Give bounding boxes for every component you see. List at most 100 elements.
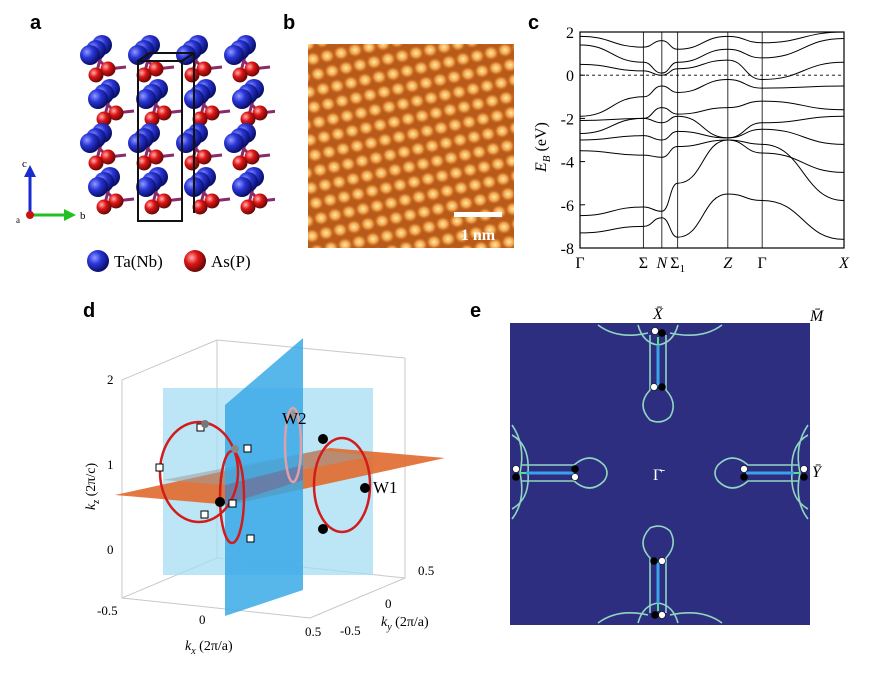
panel-label-a: a	[30, 12, 42, 34]
stm-spot	[479, 78, 495, 94]
y-tick-label: -8	[561, 241, 574, 258]
label-xbar: X̄	[652, 306, 664, 323]
stm-spot	[311, 114, 327, 130]
stm-spot	[381, 99, 397, 115]
surface-weyl-points	[512, 327, 808, 619]
stm-spot	[458, 195, 474, 211]
stm-spot	[486, 189, 502, 205]
plot-frame	[579, 31, 845, 249]
stm-spot	[408, 45, 424, 61]
ky-axis-label: ky (2π/a)	[381, 615, 429, 633]
stm-spot	[432, 72, 448, 88]
stm-spot	[437, 87, 453, 103]
stm-spot	[500, 186, 514, 202]
as-atom	[156, 193, 172, 209]
stm-spot	[416, 204, 432, 220]
stm-spot	[494, 123, 510, 139]
stm-spot	[410, 141, 426, 157]
stm-spot	[352, 57, 368, 73]
band-line	[579, 193, 845, 240]
stm-image: 1 nm	[308, 44, 514, 248]
stm-spot	[343, 75, 359, 91]
weyl-node	[201, 420, 209, 428]
stm-spot	[471, 144, 487, 160]
stm-spot	[434, 168, 450, 184]
weyl-node	[318, 524, 328, 534]
stm-spot	[322, 192, 338, 208]
stm-spot	[510, 217, 514, 231]
weyl-3d-plot: W2 W1 2 1 0 kz (2π/c) -0.5 0 0.5 kx (2π/…	[84, 338, 445, 657]
stm-spot	[389, 44, 405, 49]
legend-label-as: As(P)	[211, 252, 251, 271]
as-atom	[144, 111, 160, 127]
nodal-loop-3	[312, 436, 372, 534]
k-point-label: Γ	[575, 255, 584, 272]
stm-spot	[402, 207, 418, 223]
stm-spot	[513, 139, 514, 147]
stm-spot	[373, 165, 389, 181]
stm-spot	[351, 234, 367, 248]
kz-tick: 2	[107, 372, 114, 387]
weyl-node	[243, 444, 252, 453]
stm-spot	[364, 183, 380, 199]
stm-spot	[317, 177, 333, 193]
stm-spot	[394, 48, 410, 64]
panel-label-c: c	[528, 12, 540, 34]
stm-spot	[443, 150, 459, 166]
as-atom	[232, 155, 248, 171]
stm-spot	[461, 114, 477, 130]
atom-lattice	[80, 35, 275, 215]
label-gamma-bar: Γ̄	[653, 467, 665, 484]
stm-spot	[373, 246, 383, 248]
stm-spot	[316, 129, 332, 145]
stm-spot	[459, 243, 475, 248]
stm-spot	[481, 44, 491, 46]
stm-spot	[503, 105, 514, 121]
stm-spot	[467, 177, 483, 193]
stm-spot	[362, 87, 378, 103]
legend-swatch-as	[184, 250, 206, 272]
stm-spot	[430, 201, 446, 217]
stm-spot	[495, 171, 511, 187]
axes-triad: c b a	[16, 158, 86, 225]
stm-spot	[457, 147, 473, 163]
as-atom	[240, 199, 256, 215]
stm-spot	[314, 44, 330, 49]
stm-spot	[400, 111, 416, 127]
stm-spot	[454, 228, 470, 244]
unit-cell-outline	[137, 52, 195, 222]
stm-spot	[396, 144, 412, 160]
as-atom	[136, 67, 152, 83]
stm-atomic-spots	[308, 44, 514, 248]
stm-spot	[372, 117, 388, 133]
kx-axis-label: kx (2π/a)	[185, 639, 233, 657]
band-line	[579, 31, 845, 50]
stm-spot	[348, 90, 364, 106]
stm-spot	[406, 44, 416, 46]
stm-spot	[473, 240, 489, 248]
stm-spot	[320, 96, 336, 112]
as-atom	[184, 155, 200, 171]
blue-streaks	[526, 345, 794, 603]
stm-spot	[392, 177, 408, 193]
stm-spot	[440, 231, 456, 247]
stm-spot	[308, 132, 318, 148]
stm-spot	[398, 240, 414, 248]
as-atom	[252, 193, 268, 209]
stm-spot	[447, 117, 463, 133]
as-atom	[144, 199, 160, 215]
stm-spot	[331, 174, 347, 190]
y-tick-label: -6	[561, 198, 574, 215]
axis-label-b: b	[80, 210, 86, 222]
stm-spot	[334, 93, 350, 109]
band-line	[579, 59, 845, 81]
kx-tick: 0.5	[305, 624, 321, 639]
stm-spot	[442, 102, 458, 118]
stm-spot	[464, 44, 480, 49]
y-tick-label: -4	[561, 155, 574, 172]
stm-spot	[385, 66, 401, 82]
stm-spot	[365, 231, 381, 247]
stm-spot	[411, 189, 427, 205]
stm-spot	[433, 120, 449, 136]
stm-spot	[382, 147, 398, 163]
